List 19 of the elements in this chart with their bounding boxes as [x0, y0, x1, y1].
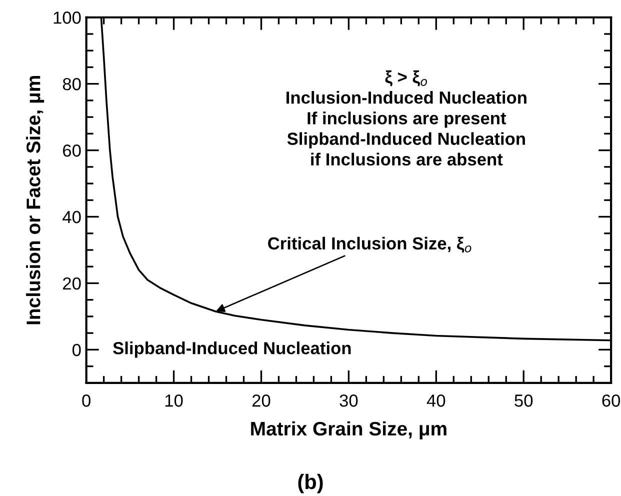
x-tick-label: 60: [602, 394, 620, 407]
x-tick-label: 50: [514, 394, 533, 407]
x-tick-label: 30: [340, 394, 358, 407]
y-tick-label: 60: [63, 144, 81, 157]
x-tick-label: 10: [165, 394, 183, 407]
annotation: Slipband-Induced Nucleation: [113, 342, 351, 358]
y-tick-label: 100: [54, 12, 81, 24]
y-tick-label: 40: [62, 210, 81, 224]
x-tick-label: 40: [426, 394, 446, 407]
annotation: ξ > ξ$_{o}$ Inclusion-Induced Nucleation If inclusions are present Slipband-Induced Nucleation if Inclusions are absent: [286, 70, 526, 166]
annotation: Critical Inclusion Size, ξ$_{o}$: [268, 236, 472, 253]
y-tick-label: 80: [62, 78, 81, 90]
x-tick-label: 0: [82, 394, 90, 407]
x-axis-title: Matrix Grain Size, μm: [251, 421, 446, 440]
x-tick-label: 20: [252, 394, 270, 407]
y-axis-title: Inclusion or Facet Size, μm: [26, 76, 44, 324]
text: (b): [298, 474, 323, 494]
y-tick-label: 0: [72, 344, 81, 356]
y-tick-label: 20: [63, 277, 81, 290]
